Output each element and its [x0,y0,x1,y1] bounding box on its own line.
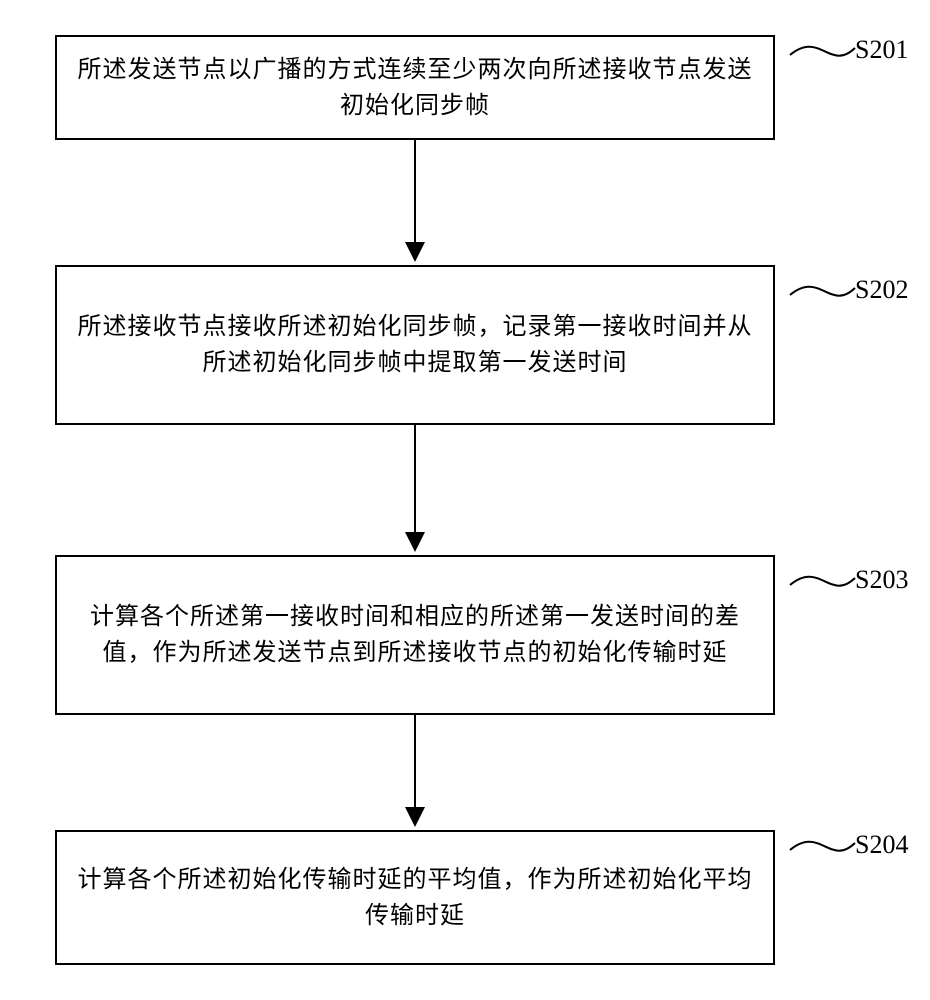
arrow-3-4 [0,0,930,1000]
flowchart-canvas: 所述发送节点以广播的方式连续至少两次向所述接收节点发送初始化同步帧 S201 所… [0,0,930,1000]
